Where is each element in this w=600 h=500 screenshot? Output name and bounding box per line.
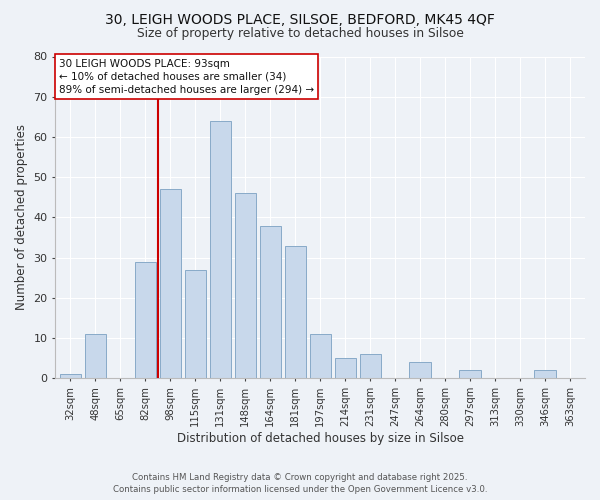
Bar xyxy=(85,334,106,378)
X-axis label: Distribution of detached houses by size in Silsoe: Distribution of detached houses by size … xyxy=(176,432,464,445)
Bar xyxy=(160,190,181,378)
Bar xyxy=(460,370,481,378)
Text: Contains HM Land Registry data © Crown copyright and database right 2025.
Contai: Contains HM Land Registry data © Crown c… xyxy=(113,472,487,494)
Bar xyxy=(185,270,206,378)
Bar xyxy=(284,246,306,378)
Bar xyxy=(59,374,81,378)
Bar xyxy=(134,262,156,378)
Bar xyxy=(335,358,356,378)
Bar xyxy=(235,194,256,378)
Bar xyxy=(260,226,281,378)
Text: 30, LEIGH WOODS PLACE, SILSOE, BEDFORD, MK45 4QF: 30, LEIGH WOODS PLACE, SILSOE, BEDFORD, … xyxy=(105,12,495,26)
Text: Size of property relative to detached houses in Silsoe: Size of property relative to detached ho… xyxy=(137,28,463,40)
Text: 30 LEIGH WOODS PLACE: 93sqm
← 10% of detached houses are smaller (34)
89% of sem: 30 LEIGH WOODS PLACE: 93sqm ← 10% of det… xyxy=(59,58,314,95)
Bar xyxy=(409,362,431,378)
Bar xyxy=(310,334,331,378)
Bar xyxy=(535,370,556,378)
Bar xyxy=(209,121,231,378)
Bar xyxy=(359,354,381,378)
Y-axis label: Number of detached properties: Number of detached properties xyxy=(15,124,28,310)
